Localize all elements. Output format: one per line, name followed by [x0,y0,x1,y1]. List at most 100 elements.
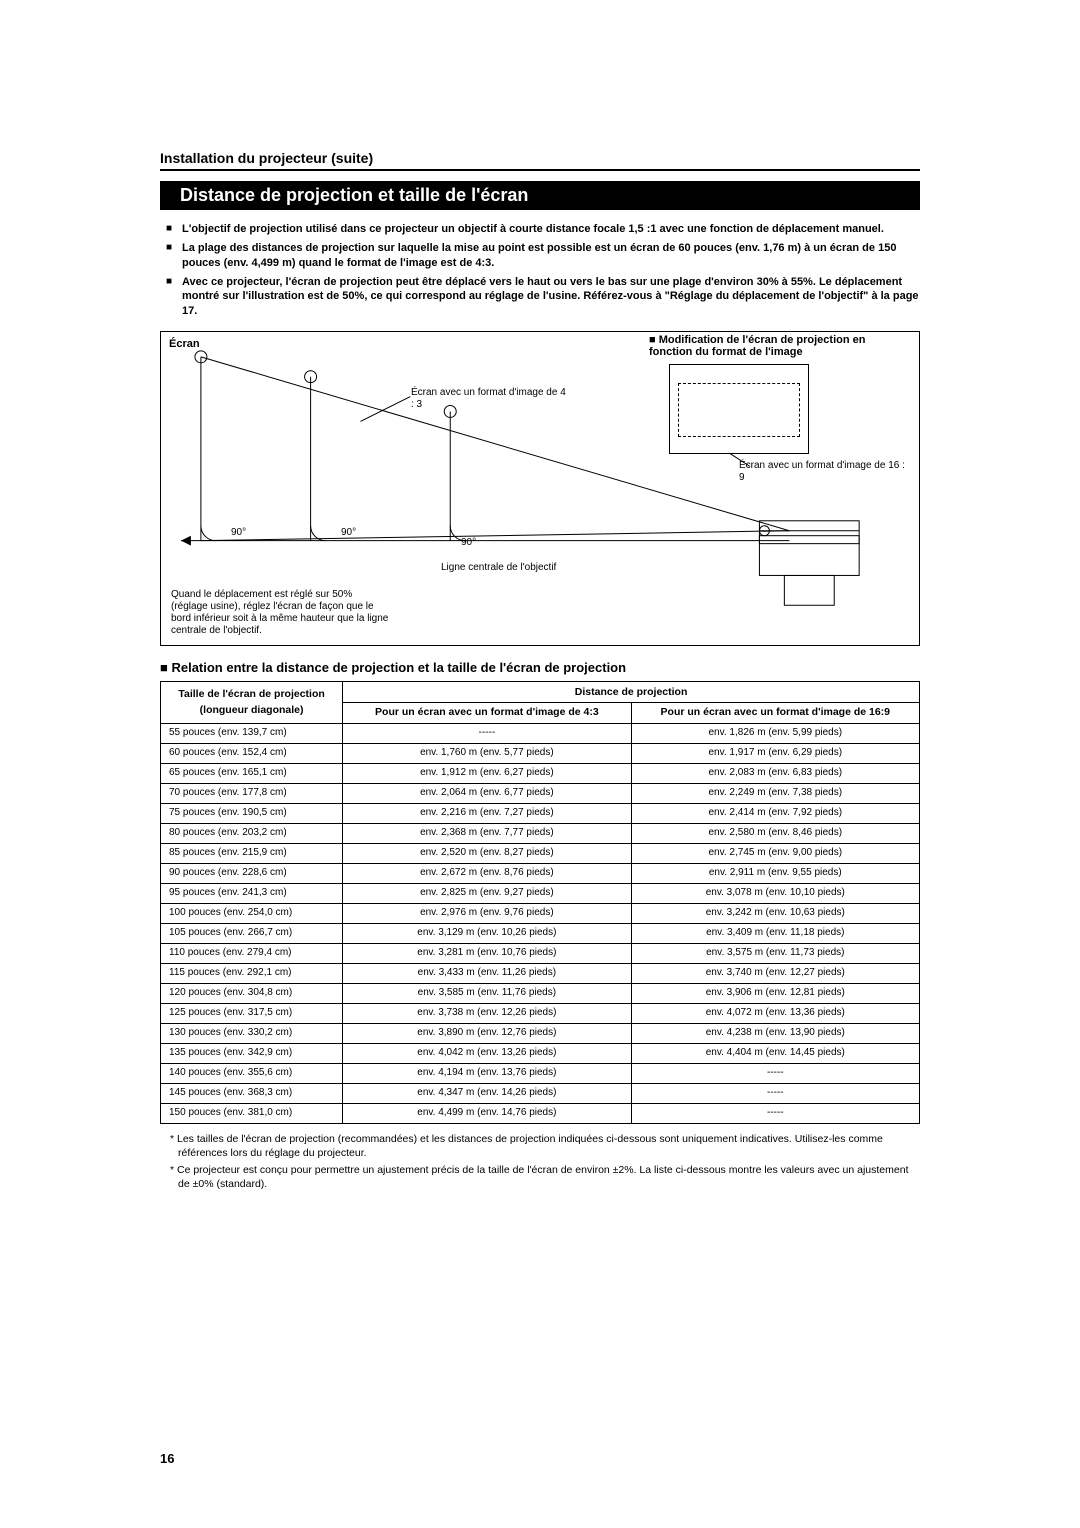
table-row: 70 pouces (env. 177,8 cm)env. 2,064 m (e… [161,783,920,803]
table-row: 90 pouces (env. 228,6 cm)env. 2,672 m (e… [161,863,920,883]
distance-header: Distance de projection [343,682,920,703]
table-cell: 95 pouces (env. 241,3 cm) [161,883,343,903]
table-cell: env. 3,740 m (env. 12,27 pieds) [631,963,919,983]
table-cell: 60 pouces (env. 152,4 cm) [161,743,343,763]
table-row: 60 pouces (env. 152,4 cm)env. 1,760 m (e… [161,743,920,763]
table-cell: env. 3,281 m (env. 10,76 pieds) [343,943,631,963]
table-body: 55 pouces (env. 139,7 cm)-----env. 1,826… [161,723,920,1123]
table-cell: 140 pouces (env. 355,6 cm) [161,1063,343,1083]
col1-sub: (longueur diagonale) [165,702,338,719]
table-row: 145 pouces (env. 368,3 cm)env. 4,347 m (… [161,1083,920,1103]
section-title: Installation du projecteur (suite) [160,150,920,171]
table-cell: env. 3,738 m (env. 12,26 pieds) [343,1003,631,1023]
table-cell: env. 2,249 m (env. 7,38 pieds) [631,783,919,803]
table-cell: env. 2,976 m (env. 9,76 pieds) [343,903,631,923]
table-row: 125 pouces (env. 317,5 cm)env. 3,738 m (… [161,1003,920,1023]
table-cell: env. 3,906 m (env. 12,81 pieds) [631,983,919,1003]
table-row: 55 pouces (env. 139,7 cm)-----env. 1,826… [161,723,920,743]
table-cell: env. 4,072 m (env. 13,36 pieds) [631,1003,919,1023]
table-cell: env. 3,890 m (env. 12,76 pieds) [343,1023,631,1043]
table-row: 100 pouces (env. 254,0 cm)env. 2,976 m (… [161,903,920,923]
table-cell: 85 pouces (env. 215,9 cm) [161,843,343,863]
table-cell: ----- [631,1103,919,1123]
table-row: 95 pouces (env. 241,3 cm)env. 2,825 m (e… [161,883,920,903]
intro-bullets: L'objectif de projection utilisé dans ce… [160,222,920,319]
table-cell: env. 3,078 m (env. 10,10 pieds) [631,883,919,903]
table-cell: env. 1,917 m (env. 6,29 pieds) [631,743,919,763]
table-row: 110 pouces (env. 279,4 cm)env. 3,281 m (… [161,943,920,963]
table-cell: 125 pouces (env. 317,5 cm) [161,1003,343,1023]
table-cell: env. 4,404 m (env. 14,45 pieds) [631,1043,919,1063]
table-cell: env. 2,911 m (env. 9,55 pieds) [631,863,919,883]
table-cell: env. 3,129 m (env. 10,26 pieds) [343,923,631,943]
table-cell: env. 4,347 m (env. 14,26 pieds) [343,1083,631,1103]
table-cell: env. 4,499 m (env. 14,76 pieds) [343,1103,631,1123]
page-number: 16 [160,1451,174,1466]
banner-heading: Distance de projection et taille de l'éc… [160,181,920,210]
table-row: 120 pouces (env. 304,8 cm)env. 3,585 m (… [161,983,920,1003]
table-row: 115 pouces (env. 292,1 cm)env. 3,433 m (… [161,963,920,983]
table-cell: 135 pouces (env. 342,9 cm) [161,1043,343,1063]
table-cell: 110 pouces (env. 279,4 cm) [161,943,343,963]
centerline-label: Ligne centrale de l'objectif [441,562,556,574]
table-cell: env. 4,238 m (env. 13,90 pieds) [631,1023,919,1043]
table-title: ■ Relation entre la distance de projecti… [160,660,920,675]
table-cell: env. 3,575 m (env. 11,73 pieds) [631,943,919,963]
table-cell: env. 1,760 m (env. 5,77 pieds) [343,743,631,763]
table-row: 80 pouces (env. 203,2 cm)env. 2,368 m (e… [161,823,920,843]
projection-table: Taille de l'écran de projection (longueu… [160,681,920,1124]
table-row: 130 pouces (env. 330,2 cm)env. 3,890 m (… [161,1023,920,1043]
bullet-item: La plage des distances de projection sur… [182,241,920,271]
angle-2: 90° [341,527,356,539]
table-cell: env. 3,242 m (env. 10,63 pieds) [631,903,919,923]
table-cell: ----- [343,723,631,743]
table-cell: 55 pouces (env. 139,7 cm) [161,723,343,743]
table-cell: 100 pouces (env. 254,0 cm) [161,903,343,923]
table-cell: env. 2,580 m (env. 8,46 pieds) [631,823,919,843]
table-cell: env. 2,520 m (env. 8,27 pieds) [343,843,631,863]
table-cell: env. 2,368 m (env. 7,77 pieds) [343,823,631,843]
table-row: 65 pouces (env. 165,1 cm)env. 1,912 m (e… [161,763,920,783]
table-cell: env. 2,672 m (env. 8,76 pieds) [343,863,631,883]
table-cell: ----- [631,1063,919,1083]
table-cell: 75 pouces (env. 190,5 cm) [161,803,343,823]
table-cell: env. 2,083 m (env. 6,83 pieds) [631,763,919,783]
table-cell: 130 pouces (env. 330,2 cm) [161,1023,343,1043]
table-row: 135 pouces (env. 342,9 cm)env. 4,042 m (… [161,1043,920,1063]
col3-header: Pour un écran avec un format d'image de … [631,702,919,723]
table-cell: env. 3,433 m (env. 11,26 pieds) [343,963,631,983]
table-cell: env. 2,825 m (env. 9,27 pieds) [343,883,631,903]
shift-note: Quand le déplacement est réglé sur 50% (… [171,589,391,637]
table-cell: 105 pouces (env. 266,7 cm) [161,923,343,943]
table-cell: env. 4,042 m (env. 13,26 pieds) [343,1043,631,1063]
angle-3: 90° [461,537,476,549]
table-cell: env. 3,585 m (env. 11,76 pieds) [343,983,631,1003]
col2-header: Pour un écran avec un format d'image de … [343,702,631,723]
table-cell: env. 2,216 m (env. 7,27 pieds) [343,803,631,823]
table-cell: env. 2,745 m (env. 9,00 pieds) [631,843,919,863]
table-cell: 90 pouces (env. 228,6 cm) [161,863,343,883]
table-row: 140 pouces (env. 355,6 cm)env. 4,194 m (… [161,1063,920,1083]
footnotes: * Les tailles de l'écran de projection (… [160,1132,920,1192]
table-cell: 80 pouces (env. 203,2 cm) [161,823,343,843]
col1-header: Taille de l'écran de projection [165,686,338,703]
table-cell: env. 2,064 m (env. 6,77 pieds) [343,783,631,803]
projection-diagram: Écran ■ Modification de l'écran de proje… [160,331,920,646]
table-cell: 115 pouces (env. 292,1 cm) [161,963,343,983]
table-row: 75 pouces (env. 190,5 cm)env. 2,216 m (e… [161,803,920,823]
table-cell: env. 1,912 m (env. 6,27 pieds) [343,763,631,783]
bullet-item: L'objectif de projection utilisé dans ce… [182,222,920,237]
table-cell: env. 2,414 m (env. 7,92 pieds) [631,803,919,823]
table-cell: 120 pouces (env. 304,8 cm) [161,983,343,1003]
table-cell: 150 pouces (env. 381,0 cm) [161,1103,343,1123]
table-cell: env. 1,826 m (env. 5,99 pieds) [631,723,919,743]
table-row: 150 pouces (env. 381,0 cm)env. 4,499 m (… [161,1103,920,1123]
table-cell: env. 3,409 m (env. 11,18 pieds) [631,923,919,943]
table-cell: 65 pouces (env. 165,1 cm) [161,763,343,783]
angle-1: 90° [231,527,246,539]
table-cell: 145 pouces (env. 368,3 cm) [161,1083,343,1103]
table-row: 105 pouces (env. 266,7 cm)env. 3,129 m (… [161,923,920,943]
footnote-1: * Les tailles de l'écran de projection (… [178,1132,920,1160]
table-cell: env. 4,194 m (env. 13,76 pieds) [343,1063,631,1083]
footnote-2: * Ce projecteur est conçu pour permettre… [178,1163,920,1191]
